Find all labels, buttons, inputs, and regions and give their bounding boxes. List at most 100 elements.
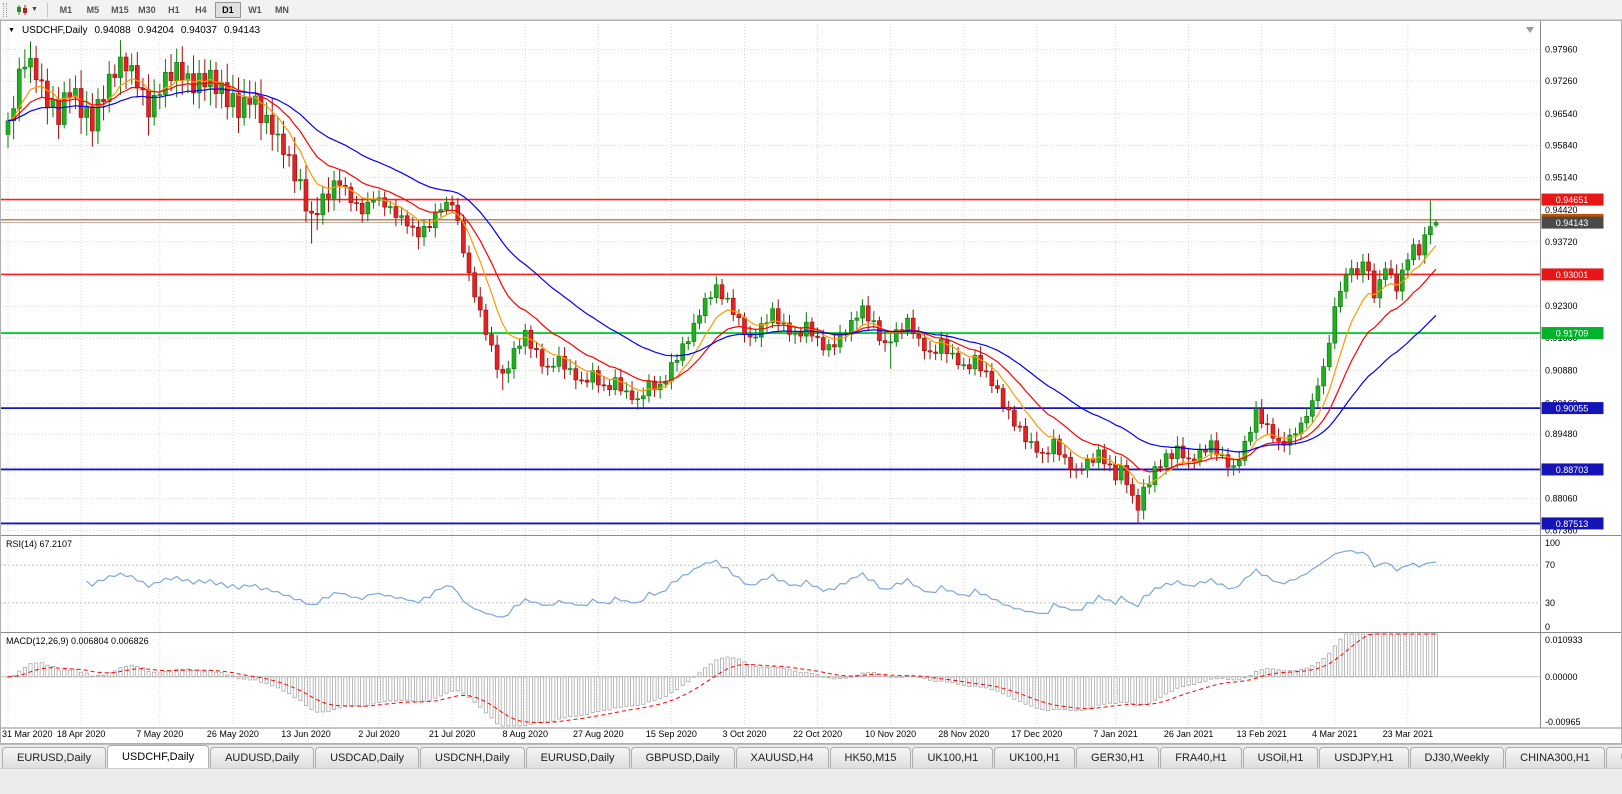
svg-text:70: 70 bbox=[1545, 560, 1555, 570]
timeframe-button-m30[interactable]: M30 bbox=[138, 4, 156, 15]
date-label: 13 Feb 2021 bbox=[1236, 729, 1287, 739]
ma-lines bbox=[7, 77, 1437, 485]
chart-tab-usoil-h1[interactable]: USOil,H1 bbox=[1242, 747, 1319, 768]
status-bar bbox=[0, 768, 1622, 794]
timeframe-button-mn[interactable]: MN bbox=[274, 4, 289, 15]
toolbar-separator bbox=[46, 2, 48, 17]
chart-tab-china300-h1[interactable]: CHINA300,H1 bbox=[1505, 747, 1605, 768]
svg-text:0.92300: 0.92300 bbox=[1545, 301, 1578, 311]
ma-line-34 bbox=[7, 88, 1437, 453]
chart-grid bbox=[0, 24, 1540, 726]
date-label: 7 May 2020 bbox=[136, 729, 183, 739]
date-label: 31 Mar 2020 bbox=[2, 729, 53, 739]
ma-line-8 bbox=[7, 77, 1437, 485]
svg-text:0.87360: 0.87360 bbox=[1545, 525, 1578, 535]
timeframe-toolbar: ▼ M1 M5 M15 M30 H1 H4 D1 W1 MN bbox=[0, 0, 1622, 20]
chart-tab-uk100-h1[interactable]: UK100,H1 bbox=[912, 747, 994, 768]
timeframe-button-m15[interactable]: M15 bbox=[111, 4, 129, 15]
date-label: 26 May 2020 bbox=[207, 729, 259, 739]
timeframe-buttons: M1 M5 M15 M30 H1 H4 D1 W1 MN bbox=[53, 1, 295, 18]
date-label: 27 Aug 2020 bbox=[573, 729, 624, 739]
chart-tab-gbpusd-daily[interactable]: GBPUSD,Daily bbox=[630, 747, 735, 768]
chart-tab-eurusd-daily[interactable]: EURUSD,Daily bbox=[2, 747, 106, 768]
svg-text:0.93720: 0.93720 bbox=[1545, 237, 1578, 247]
date-label: 18 Apr 2020 bbox=[57, 729, 106, 739]
candlestick-chart-icon bbox=[17, 4, 27, 15]
svg-text:0: 0 bbox=[1545, 622, 1550, 632]
chart-tab-xauusd-h4[interactable]: XAUUSD,H4 bbox=[735, 747, 829, 768]
svg-text:0.95840: 0.95840 bbox=[1545, 141, 1578, 151]
svg-text:0.97960: 0.97960 bbox=[1545, 44, 1578, 54]
chart-tab-hk50-m15[interactable]: HK50,M15 bbox=[829, 747, 912, 768]
svg-text:0.90055: 0.90055 bbox=[1556, 404, 1589, 414]
chart-window: 0.97960 0.97260 0.96540 0.95840 0.95140 0.944… bbox=[0, 20, 1622, 744]
date-label: 7 Jan 2021 bbox=[1093, 729, 1138, 739]
chart-tab-usdjpy-h1[interactable]: USDJPY,H1 bbox=[1319, 747, 1409, 768]
date-label: 26 Jan 2021 bbox=[1164, 729, 1214, 739]
chart-shift-marker-icon bbox=[1526, 27, 1534, 33]
price-badge bbox=[1541, 327, 1604, 340]
svg-text:0.91709: 0.91709 bbox=[1556, 329, 1589, 339]
svg-text:0.88703: 0.88703 bbox=[1556, 465, 1589, 475]
svg-text:0.95140: 0.95140 bbox=[1545, 172, 1578, 182]
svg-text:0.87513: 0.87513 bbox=[1556, 519, 1589, 529]
macd-signal-line bbox=[7, 633, 1436, 724]
date-label: 8 Aug 2020 bbox=[502, 729, 548, 739]
date-label: 21 Jul 2020 bbox=[429, 729, 476, 739]
timeframe-button-m1[interactable]: M1 bbox=[59, 4, 73, 15]
chart-tab-audusd-daily[interactable]: AUDUSD,Daily bbox=[210, 747, 315, 768]
chart-tab-usdcad-daily[interactable]: USDCAD,Daily bbox=[315, 747, 420, 768]
svg-text:0.010933: 0.010933 bbox=[1545, 635, 1583, 645]
svg-text:-0.00965: -0.00965 bbox=[1545, 717, 1581, 727]
price-badge bbox=[1541, 463, 1604, 476]
date-label: 22 Oct 2020 bbox=[793, 729, 842, 739]
date-label: 15 Sep 2020 bbox=[646, 729, 697, 739]
svg-text:0.94651: 0.94651 bbox=[1556, 195, 1589, 205]
svg-text:0.89480: 0.89480 bbox=[1545, 429, 1578, 439]
chart-tab-eurusd-daily[interactable]: EURUSD,Daily bbox=[525, 747, 630, 768]
horizontal-level-lines[interactable] bbox=[0, 198, 1540, 525]
price-axis[interactable]: 0.97960 0.97260 0.96540 0.95840 0.95140 0.944… bbox=[1545, 44, 1583, 727]
timeframe-button-w1[interactable]: W1 bbox=[248, 4, 262, 15]
timeframe-button-h4[interactable]: H4 bbox=[195, 4, 207, 15]
svg-text:0.96540: 0.96540 bbox=[1545, 109, 1578, 119]
price-badge bbox=[1541, 402, 1604, 415]
price-badge bbox=[1541, 517, 1604, 530]
timeframe-button-d1[interactable]: D1 bbox=[214, 1, 241, 18]
ma-line-16 bbox=[7, 81, 1437, 473]
date-label: 10 Nov 2020 bbox=[865, 729, 916, 739]
svg-text:0.94143: 0.94143 bbox=[1556, 218, 1589, 228]
price-badge bbox=[1541, 216, 1604, 229]
date-label: 2 Jul 2020 bbox=[358, 729, 400, 739]
timeframe-button-m5[interactable]: M5 bbox=[86, 4, 100, 15]
rsi-line bbox=[86, 549, 1437, 618]
price-badge bbox=[1541, 268, 1604, 281]
chart-tab-u[interactable]: U bbox=[1605, 747, 1622, 768]
svg-text:100: 100 bbox=[1545, 538, 1560, 548]
chart-tab-ger30-h1[interactable]: GER30,H1 bbox=[1076, 747, 1160, 768]
chart-type-button[interactable]: ▼ bbox=[12, 2, 42, 18]
macd-histogram bbox=[6, 633, 1439, 727]
chart-tabs-bar: EURUSD,Daily USDCHF,Daily AUDUSD,Daily USDC… bbox=[0, 744, 1622, 768]
candlestick-series bbox=[5, 40, 1439, 524]
chart-canvas[interactable]: 0.97960 0.97260 0.96540 0.95840 0.95140 0.944… bbox=[0, 20, 1622, 744]
date-label: 3 Oct 2020 bbox=[722, 729, 766, 739]
svg-text:0.90880: 0.90880 bbox=[1545, 366, 1578, 376]
toolbar-grip[interactable] bbox=[3, 2, 7, 17]
time-axis[interactable]: 31 Mar 2020 18 Apr 2020 7 May 2020 26 May 2… bbox=[2, 729, 1433, 739]
timeframe-button-h1[interactable]: H1 bbox=[168, 4, 180, 15]
price-badges: 0.946510.942040.941430.930010.917090.900… bbox=[1541, 193, 1604, 530]
svg-text:0.97260: 0.97260 bbox=[1545, 76, 1578, 86]
date-label: 13 Jun 2020 bbox=[281, 729, 331, 739]
chart-tab-fra40-h1[interactable]: FRA40,H1 bbox=[1160, 747, 1242, 768]
chart-tab-dj30-weekly[interactable]: DJ30,Weekly bbox=[1409, 747, 1505, 768]
svg-text:0.00000: 0.00000 bbox=[1545, 672, 1578, 682]
svg-text:0.94420: 0.94420 bbox=[1545, 205, 1578, 215]
price-badge bbox=[1541, 193, 1604, 206]
chart-tab-usdcnh-daily[interactable]: USDCNH,Daily bbox=[420, 747, 525, 768]
chevron-down-icon: ▼ bbox=[31, 6, 38, 13]
chart-tab-uk100-h1[interactable]: UK100,H1 bbox=[994, 747, 1076, 768]
svg-text:0.93001: 0.93001 bbox=[1556, 270, 1589, 280]
chart-tab-usdchf-daily[interactable]: USDCHF,Daily bbox=[106, 745, 210, 768]
